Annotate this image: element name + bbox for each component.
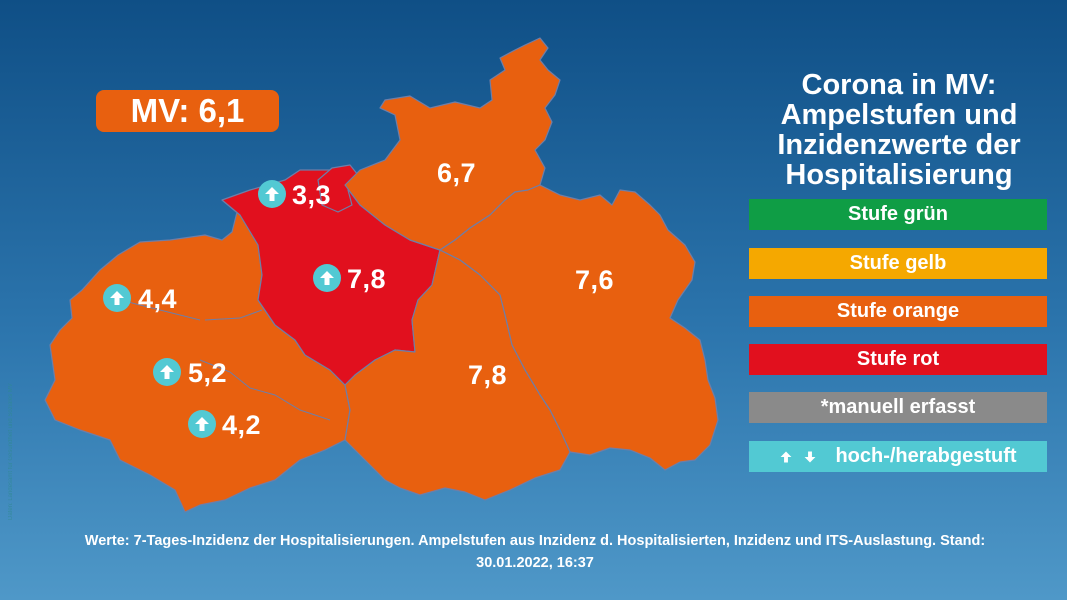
- mv-total-value: MV: 6,1: [130, 92, 245, 129]
- legend-trend: hoch-/herabgestuft: [749, 441, 1047, 472]
- legend-trend-arrows: [779, 450, 817, 464]
- legend-green: Stufe grün: [749, 199, 1047, 230]
- label-ludwigslust-parchim: 4,2: [222, 410, 262, 440]
- district-borders: [119, 299, 331, 421]
- title-line-2: Ampelstufen und: [780, 99, 1018, 131]
- legend-manual: *manuell erfasst: [749, 392, 1047, 423]
- legend-red: Stufe rot: [749, 344, 1047, 375]
- legend-orange-label: Stufe orange: [836, 300, 960, 322]
- legend-red-label: Stufe rot: [856, 348, 940, 370]
- label-vorpommern-greifswald: 7,6: [575, 265, 615, 295]
- legend-orange: Stufe orange: [749, 296, 1047, 327]
- label-landkreis-rostock: 7,8: [347, 264, 387, 294]
- label-vorpommern-ruegen: 6,7: [437, 158, 477, 188]
- arrow-up-icon: [780, 451, 792, 462]
- arrow-up-icon: [313, 264, 341, 292]
- label-schwerin: 5,2: [188, 358, 228, 388]
- footnote-line-1: Werte: 7-Tages-Inzidenz der Hospitalisie…: [84, 533, 986, 549]
- legend-yellow-label: Stufe gelb: [849, 252, 947, 274]
- title-line-1: Corona in MV:: [801, 69, 997, 101]
- title-line-3: Inzidenzwerte der: [777, 129, 1021, 161]
- legend-trend-label: hoch-/herabgestuft: [835, 445, 1017, 467]
- label-nordwestmecklenburg: 4,4: [138, 284, 178, 314]
- region-mecklenburgische-seenplatte: [344, 249, 571, 501]
- page-title: Corona in MV: Ampelstufen und Inzidenzwe…: [740, 70, 1058, 190]
- legend-green-label: Stufe grün: [848, 203, 948, 225]
- label-rostock-stadt: 3,3: [292, 180, 332, 210]
- arrow-up-icon: [153, 358, 181, 386]
- footnote-line-2: 30.01.2022, 16:37: [476, 555, 594, 571]
- source-credit: Daten: Landesamt für Gesundheit und Sozi…: [8, 383, 14, 520]
- mv-total-badge: MV: 6,1: [96, 90, 279, 132]
- legend-manual-label: *manuell erfasst: [820, 396, 976, 418]
- arrow-up-icon: [188, 410, 216, 438]
- legend-yellow: Stufe gelb: [749, 248, 1047, 279]
- arrow-down-icon: [804, 451, 816, 462]
- title-line-4: Hospitalisierung: [785, 159, 1013, 191]
- label-mecklenburgische-seenplatte: 7,8: [468, 360, 508, 390]
- arrow-up-icon: [258, 180, 286, 208]
- arrow-up-icon: [103, 284, 131, 312]
- footnote: Werte: 7-Tages-Inzidenz der Hospitalisie…: [40, 530, 1030, 574]
